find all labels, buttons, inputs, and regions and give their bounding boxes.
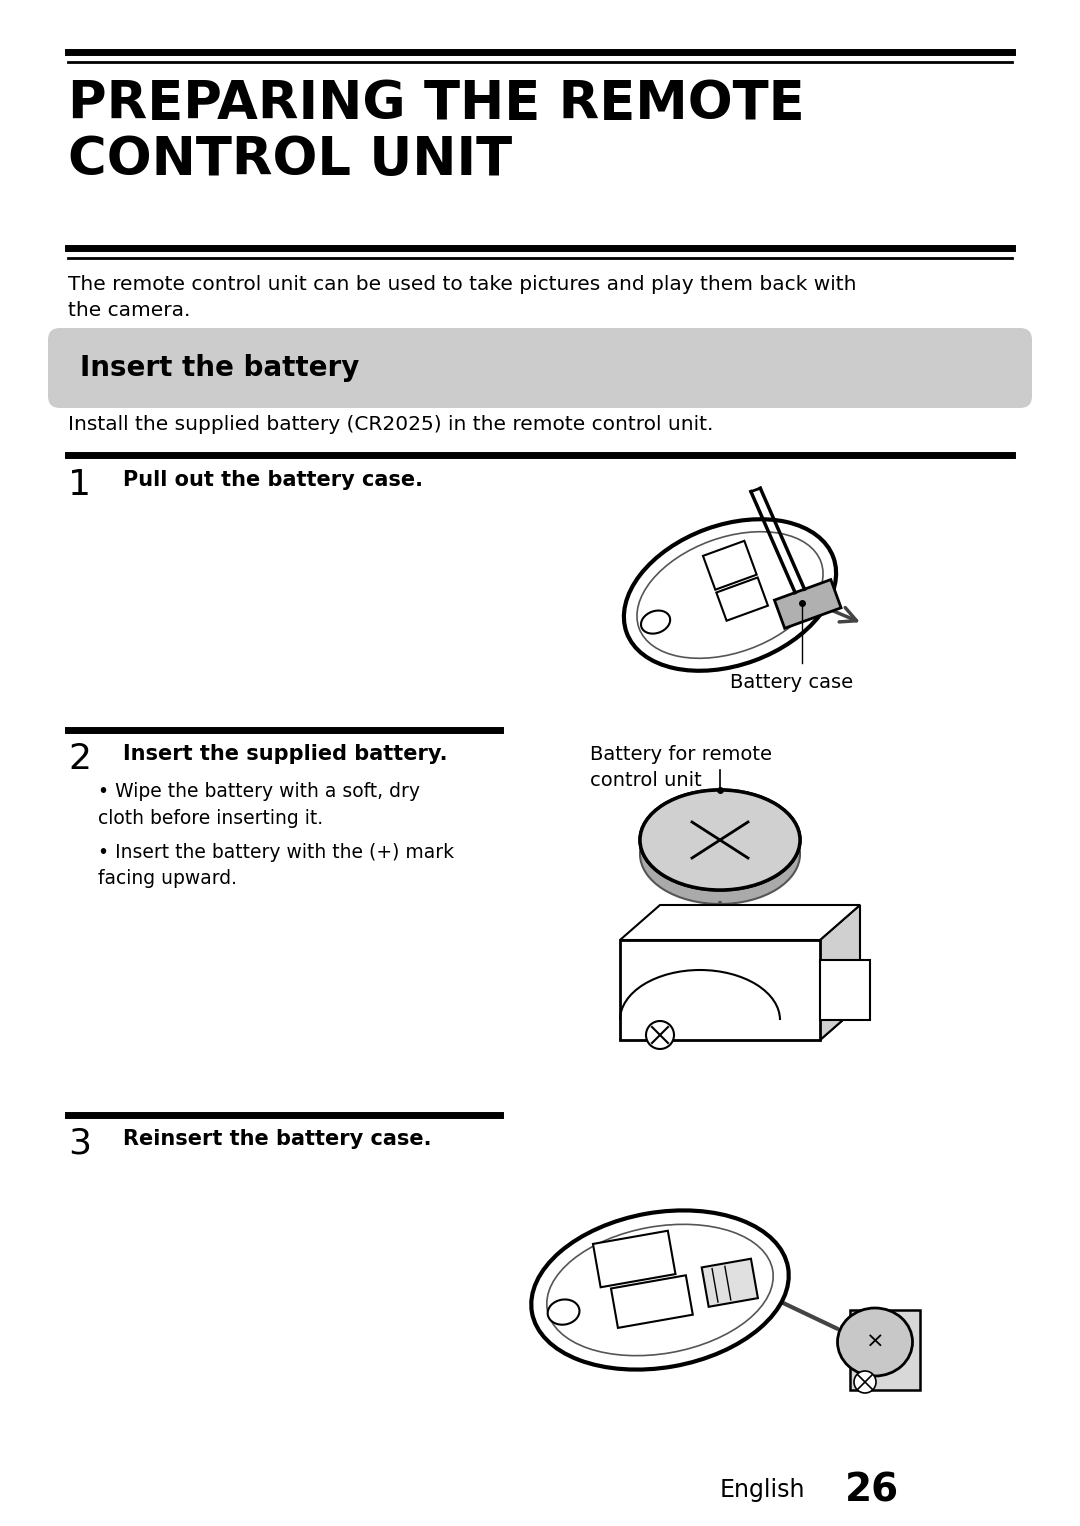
Polygon shape bbox=[850, 1309, 920, 1390]
Ellipse shape bbox=[640, 790, 800, 890]
Text: PREPARING THE REMOTE
CONTROL UNIT: PREPARING THE REMOTE CONTROL UNIT bbox=[68, 78, 805, 186]
Polygon shape bbox=[702, 1259, 758, 1306]
Ellipse shape bbox=[837, 1308, 913, 1376]
Polygon shape bbox=[620, 1006, 860, 1041]
Text: ×: × bbox=[866, 1332, 885, 1352]
Text: Install the supplied battery (CR2025) in the remote control unit.: Install the supplied battery (CR2025) in… bbox=[68, 415, 714, 433]
Text: Insert the supplied battery.: Insert the supplied battery. bbox=[123, 745, 447, 765]
Polygon shape bbox=[703, 540, 757, 589]
Text: • Insert the battery with the (+) mark
facing upward.: • Insert the battery with the (+) mark f… bbox=[98, 842, 454, 888]
Ellipse shape bbox=[624, 519, 836, 671]
Text: Insert the battery: Insert the battery bbox=[80, 354, 360, 382]
Polygon shape bbox=[820, 905, 860, 1041]
Polygon shape bbox=[620, 905, 860, 940]
Ellipse shape bbox=[546, 1224, 773, 1355]
Ellipse shape bbox=[640, 804, 800, 903]
Text: Battery case: Battery case bbox=[730, 673, 853, 691]
Text: 26: 26 bbox=[845, 1471, 900, 1509]
Text: 2: 2 bbox=[68, 742, 91, 777]
Polygon shape bbox=[611, 1276, 692, 1328]
Text: Battery for remote
control unit: Battery for remote control unit bbox=[590, 745, 772, 790]
Text: 1: 1 bbox=[68, 468, 91, 502]
Polygon shape bbox=[620, 940, 820, 1041]
Text: 3: 3 bbox=[68, 1128, 91, 1161]
Text: • Wipe the battery with a soft, dry
cloth before inserting it.: • Wipe the battery with a soft, dry clot… bbox=[98, 781, 420, 827]
Text: Pull out the battery case.: Pull out the battery case. bbox=[123, 470, 423, 490]
Polygon shape bbox=[774, 580, 841, 629]
Ellipse shape bbox=[646, 1021, 674, 1048]
Ellipse shape bbox=[640, 790, 800, 890]
Polygon shape bbox=[820, 960, 870, 1019]
Polygon shape bbox=[716, 577, 768, 621]
Polygon shape bbox=[593, 1231, 675, 1288]
Ellipse shape bbox=[854, 1370, 876, 1393]
Text: English: English bbox=[720, 1479, 806, 1502]
Text: Reinsert the battery case.: Reinsert the battery case. bbox=[123, 1129, 432, 1149]
Ellipse shape bbox=[637, 531, 823, 658]
Ellipse shape bbox=[548, 1300, 580, 1325]
Ellipse shape bbox=[642, 610, 671, 633]
FancyBboxPatch shape bbox=[48, 328, 1032, 407]
Ellipse shape bbox=[531, 1210, 788, 1370]
Text: The remote control unit can be used to take pictures and play them back with
the: The remote control unit can be used to t… bbox=[68, 275, 856, 320]
